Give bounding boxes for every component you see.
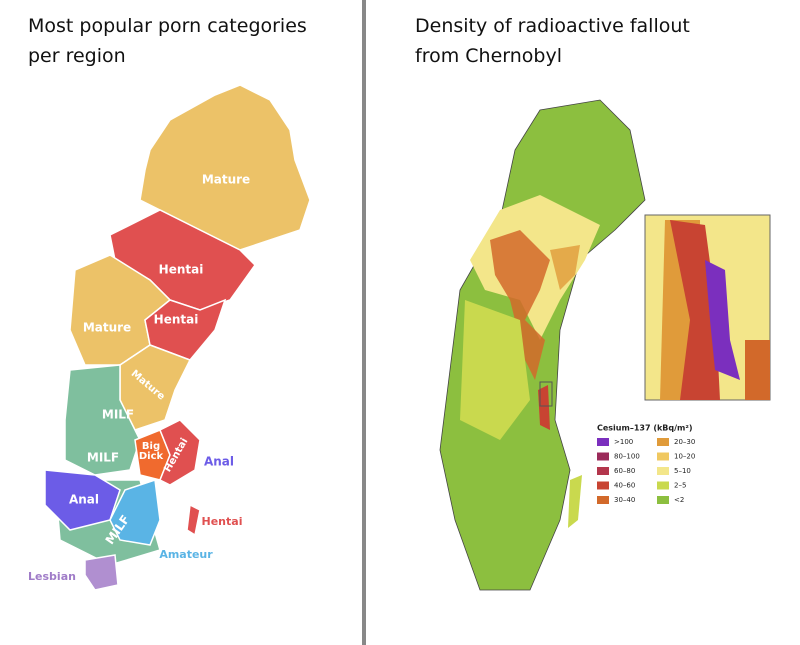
legend-swatch (657, 496, 669, 504)
region-label: Hentai (154, 313, 199, 327)
legend-label: 20–30 (674, 438, 695, 446)
region-label: Big (142, 441, 160, 452)
left-title: per region (28, 45, 126, 67)
region-label: Hentai (159, 263, 204, 277)
right-title: from Chernobyl (415, 45, 562, 67)
legend-label: 5–10 (674, 467, 691, 475)
legend-label: 60–80 (614, 467, 635, 475)
left-title: Most popular porn categories (28, 15, 307, 37)
legend-label: 10–20 (674, 453, 695, 461)
left-map (44, 84, 311, 591)
legend-swatch (597, 452, 609, 461)
legend-swatch (597, 438, 609, 446)
legend-swatch (657, 452, 669, 461)
legend: >100 80–100 60–80 40–60 30–40 20–30 10–20 5–10 2… (597, 438, 695, 504)
right-map (439, 99, 771, 591)
legend-label: 40–60 (614, 482, 635, 490)
region-label: Amateur (159, 548, 213, 561)
legend-swatch (657, 481, 669, 490)
region-label: Lesbian (28, 570, 76, 583)
region-label: Dick (139, 451, 164, 462)
legend-swatch (597, 481, 609, 490)
region-label: Hentai (202, 515, 243, 528)
legend-swatch (597, 496, 609, 504)
legend-label: 30–40 (614, 496, 635, 504)
legend-label: <2 (674, 496, 684, 504)
legend-label: >100 (614, 438, 633, 446)
region-label: MILF (87, 451, 119, 465)
region-label: Anal (69, 493, 99, 507)
region-label: Anal (204, 455, 234, 469)
legend-swatch (597, 467, 609, 475)
divider (362, 0, 366, 645)
legend-swatch (657, 438, 669, 446)
region-label: MILF (102, 408, 134, 422)
region-label: Mature (202, 173, 250, 187)
region-label: Mature (83, 321, 131, 335)
legend-title: Cesium–137 (kBq/m²) (597, 424, 693, 433)
right-title: Density of radioactive fallout (415, 15, 690, 37)
legend-label: 80–100 (614, 453, 640, 461)
legend-swatch (657, 467, 669, 475)
legend-label: 2–5 (674, 482, 686, 490)
